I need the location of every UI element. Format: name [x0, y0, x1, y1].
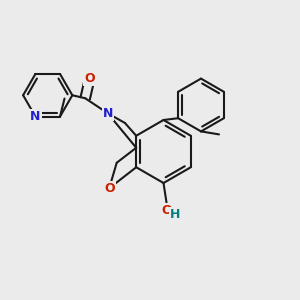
Text: O: O [104, 182, 115, 195]
Text: H: H [170, 208, 181, 221]
Text: O: O [84, 72, 95, 85]
Text: N: N [30, 110, 40, 123]
Text: O: O [161, 203, 172, 217]
Text: N: N [103, 107, 113, 120]
